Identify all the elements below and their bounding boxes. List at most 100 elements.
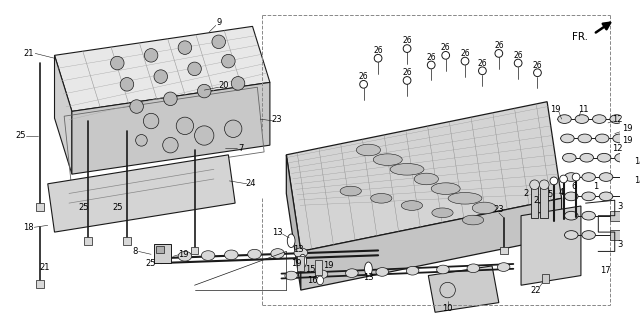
Circle shape — [143, 113, 159, 129]
Ellipse shape — [599, 173, 612, 182]
Bar — [84, 237, 92, 245]
Circle shape — [572, 173, 580, 181]
Text: 14: 14 — [634, 176, 640, 185]
Polygon shape — [54, 55, 72, 174]
Ellipse shape — [178, 251, 191, 261]
Polygon shape — [301, 198, 562, 290]
Bar — [610, 230, 621, 240]
Text: 19: 19 — [178, 250, 188, 259]
Ellipse shape — [390, 164, 424, 175]
Circle shape — [374, 54, 382, 62]
Ellipse shape — [248, 249, 261, 259]
Text: 19: 19 — [323, 261, 333, 271]
Circle shape — [495, 49, 502, 57]
Ellipse shape — [595, 134, 609, 143]
Ellipse shape — [316, 270, 328, 279]
Text: 15: 15 — [305, 265, 316, 274]
Text: 8: 8 — [132, 247, 138, 256]
Ellipse shape — [356, 144, 381, 156]
Polygon shape — [72, 82, 270, 174]
Circle shape — [231, 77, 244, 90]
Circle shape — [540, 180, 549, 189]
Text: 3: 3 — [617, 202, 622, 211]
Text: 26: 26 — [403, 36, 412, 45]
Bar — [531, 187, 538, 218]
Circle shape — [559, 175, 568, 183]
Bar — [156, 246, 164, 253]
Ellipse shape — [376, 268, 388, 276]
Ellipse shape — [467, 264, 479, 273]
Circle shape — [188, 62, 202, 76]
Text: 26: 26 — [441, 43, 451, 52]
Text: 12: 12 — [612, 115, 623, 123]
Text: 2: 2 — [533, 196, 538, 205]
Ellipse shape — [448, 192, 482, 204]
Text: 18: 18 — [23, 223, 34, 232]
Circle shape — [461, 57, 469, 65]
Circle shape — [225, 120, 242, 137]
Text: 20: 20 — [218, 81, 228, 90]
Text: 26: 26 — [513, 51, 523, 60]
Circle shape — [360, 80, 367, 88]
Bar — [297, 256, 304, 271]
Circle shape — [130, 100, 143, 113]
Text: 25: 25 — [78, 204, 89, 212]
Ellipse shape — [406, 266, 419, 275]
Ellipse shape — [463, 215, 484, 225]
Ellipse shape — [564, 173, 578, 182]
Ellipse shape — [285, 271, 298, 280]
Ellipse shape — [557, 115, 572, 123]
Polygon shape — [54, 26, 270, 111]
Text: 1: 1 — [593, 182, 598, 191]
Ellipse shape — [497, 263, 510, 271]
Ellipse shape — [373, 154, 402, 166]
Bar — [154, 244, 172, 263]
Ellipse shape — [599, 192, 612, 201]
Ellipse shape — [582, 173, 595, 182]
Text: 3: 3 — [617, 240, 622, 249]
Ellipse shape — [431, 183, 460, 194]
Bar — [191, 247, 198, 254]
Text: 26: 26 — [532, 61, 542, 70]
Text: 25: 25 — [15, 131, 26, 140]
Text: 22: 22 — [531, 286, 541, 294]
Ellipse shape — [582, 231, 595, 239]
Bar — [610, 211, 621, 220]
Circle shape — [195, 126, 214, 145]
Text: 26: 26 — [373, 46, 383, 55]
Polygon shape — [286, 102, 562, 251]
Ellipse shape — [597, 153, 611, 162]
Text: 9: 9 — [216, 18, 221, 27]
Text: FR.: FR. — [572, 32, 588, 42]
Ellipse shape — [564, 231, 578, 239]
Polygon shape — [521, 206, 581, 285]
Text: 10: 10 — [442, 304, 453, 313]
Circle shape — [515, 59, 522, 67]
Text: 26: 26 — [426, 53, 436, 62]
Circle shape — [403, 77, 411, 84]
Text: 24: 24 — [245, 179, 256, 188]
Ellipse shape — [561, 134, 574, 143]
Circle shape — [120, 78, 134, 91]
Ellipse shape — [564, 211, 578, 220]
Bar — [36, 280, 44, 288]
Circle shape — [136, 135, 147, 146]
Text: 16: 16 — [307, 276, 317, 285]
Polygon shape — [428, 266, 499, 312]
Text: 14: 14 — [634, 157, 640, 166]
Circle shape — [550, 177, 557, 185]
Ellipse shape — [612, 134, 627, 143]
Bar — [627, 172, 639, 182]
Text: 19: 19 — [622, 136, 632, 145]
Ellipse shape — [593, 115, 606, 123]
Ellipse shape — [340, 186, 362, 196]
Circle shape — [145, 48, 158, 62]
Circle shape — [154, 70, 168, 83]
Circle shape — [428, 61, 435, 69]
Ellipse shape — [202, 251, 215, 260]
Ellipse shape — [287, 234, 295, 248]
Ellipse shape — [317, 276, 323, 285]
Circle shape — [403, 45, 411, 52]
Text: 21: 21 — [23, 49, 34, 58]
Ellipse shape — [401, 201, 422, 210]
